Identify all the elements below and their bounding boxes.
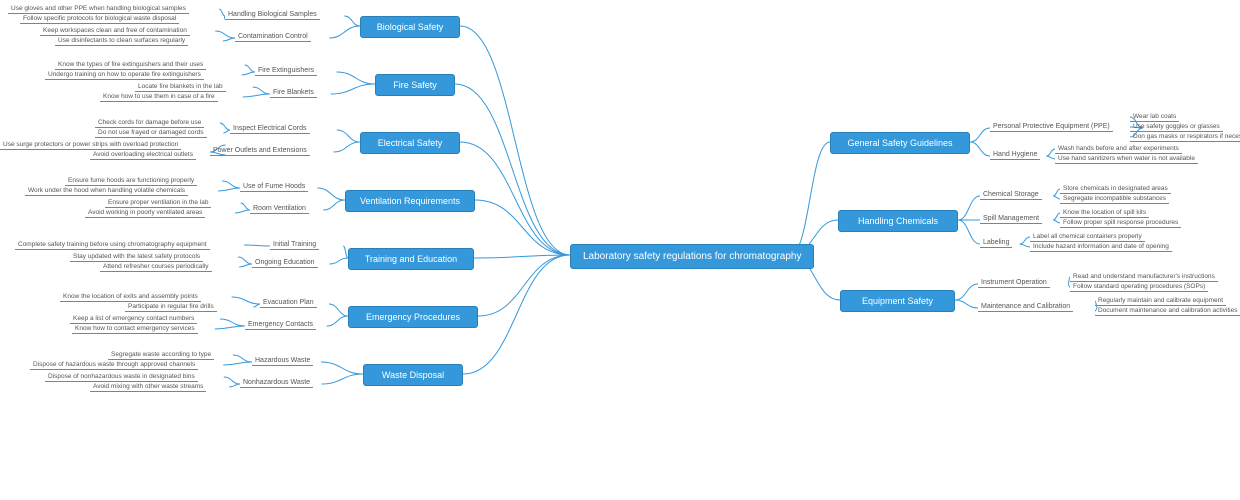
sub-right-1-2: Labeling <box>980 238 1012 248</box>
leaf-right-1-1-0: Know the location of spill kits <box>1060 208 1149 218</box>
main-left-2: Electrical Safety <box>360 132 460 154</box>
main-left-3: Ventilation Requirements <box>345 190 475 212</box>
leaf-right-2-1-1: Document maintenance and calibration act… <box>1095 306 1240 316</box>
sub-left-0-1: Contamination Control <box>235 32 311 42</box>
leaf-left-4-0-0: Complete safety training before using ch… <box>15 240 210 250</box>
leaf-left-4-1-0: Stay updated with the latest safety prot… <box>70 252 203 262</box>
main-left-1: Fire Safety <box>375 74 455 96</box>
main-right-2: Equipment Safety <box>840 290 955 312</box>
leaf-left-4-1-1: Attend refresher courses periodically <box>100 262 212 272</box>
leaf-left-5-1-0: Keep a list of emergency contact numbers <box>70 314 197 324</box>
leaf-left-6-0-1: Dispose of hazardous waste through appro… <box>30 360 198 370</box>
leaf-right-0-0-0: Wear lab coats <box>1130 112 1179 122</box>
sub-right-1-1: Spill Management <box>980 214 1042 224</box>
leaf-right-2-0-1: Follow standard operating procedures (SO… <box>1070 282 1208 292</box>
sub-left-1-0: Fire Extinguishers <box>255 66 317 76</box>
leaf-left-6-1-1: Avoid mixing with other waste streams <box>90 382 206 392</box>
leaf-left-5-1-1: Know how to contact emergency services <box>72 324 198 334</box>
leaf-left-0-0-1: Follow specific protocols for biological… <box>20 14 179 24</box>
sub-right-1-0: Chemical Storage <box>980 190 1042 200</box>
leaf-left-1-0-1: Undergo training on how to operate fire … <box>45 70 204 80</box>
sub-left-2-0: Inspect Electrical Cords <box>230 124 310 134</box>
sub-left-6-1: Nonhazardous Waste <box>240 378 313 388</box>
main-left-6: Waste Disposal <box>363 364 463 386</box>
sub-left-2-1: Power Outlets and Extensions <box>210 146 310 156</box>
leaf-right-0-0-1: Use safety goggles or glasses <box>1130 122 1223 132</box>
main-right-1: Handling Chemicals <box>838 210 958 232</box>
main-right-0: General Safety Guidelines <box>830 132 970 154</box>
sub-left-0-0: Handling Biological Samples <box>225 10 320 20</box>
leaf-right-2-0-0: Read and understand manufacturer's instr… <box>1070 272 1218 282</box>
leaf-left-2-0-0: Check cords for damage before use <box>95 118 204 128</box>
leaf-right-2-1-0: Regularly maintain and calibrate equipme… <box>1095 296 1226 306</box>
leaf-right-1-1-1: Follow proper spill response procedures <box>1060 218 1181 228</box>
sub-left-3-1: Room Ventilation <box>250 204 309 214</box>
leaf-right-0-1-0: Wash hands before and after experiments <box>1055 144 1182 154</box>
leaf-right-1-2-1: Include hazard information and date of o… <box>1030 242 1172 252</box>
leaf-left-0-1-0: Keep workspaces clean and free of contam… <box>40 26 190 36</box>
sub-right-0-1: Hand Hygiene <box>990 150 1040 160</box>
sub-left-5-0: Evacuation Plan <box>260 298 317 308</box>
leaf-left-2-0-1: Do not use frayed or damaged cords <box>95 128 207 138</box>
sub-left-5-1: Emergency Contacts <box>245 320 316 330</box>
leaf-left-3-0-0: Ensure fume hoods are functioning proper… <box>65 176 197 186</box>
main-left-4: Training and Education <box>348 248 474 270</box>
leaf-left-1-0-0: Know the types of fire extinguishers and… <box>55 60 206 70</box>
sub-left-4-1: Ongoing Education <box>252 258 318 268</box>
leaf-left-2-1-1: Avoid overloading electrical outlets <box>90 150 196 160</box>
leaf-left-0-0-0: Use gloves and other PPE when handling b… <box>8 4 189 14</box>
leaf-left-3-0-1: Work under the hood when handling volati… <box>25 186 188 196</box>
main-left-0: Biological Safety <box>360 16 460 38</box>
leaf-left-0-1-1: Use disinfectants to clean surfaces regu… <box>55 36 188 46</box>
sub-left-4-0: Initial Training <box>270 240 319 250</box>
leaf-right-0-0-2: Don gas masks or respirators if necessar… <box>1130 132 1240 142</box>
leaf-left-6-0-0: Segregate waste according to type <box>108 350 214 360</box>
sub-right-2-1: Maintenance and Calibration <box>978 302 1073 312</box>
leaf-right-0-1-1: Use hand sanitizers when water is not av… <box>1055 154 1198 164</box>
leaf-right-1-0-1: Segregate incompatible substances <box>1060 194 1169 204</box>
sub-right-0-0: Personal Protective Equipment (PPE) <box>990 122 1113 132</box>
sub-left-6-0: Hazardous Waste <box>252 356 313 366</box>
main-left-5: Emergency Procedures <box>348 306 478 328</box>
leaf-left-2-1-0: Use surge protectors or power strips wit… <box>0 140 181 150</box>
leaf-left-3-1-0: Ensure proper ventilation in the lab <box>105 198 211 208</box>
sub-left-3-0: Use of Fume Hoods <box>240 182 308 192</box>
root-node: Laboratory safety regulations for chroma… <box>570 244 814 269</box>
sub-left-1-1: Fire Blankets <box>270 88 317 98</box>
leaf-left-6-1-0: Dispose of nonhazardous waste in designa… <box>45 372 198 382</box>
leaf-left-5-0-1: Participate in regular fire drills <box>125 302 217 312</box>
leaf-left-1-1-0: Locate fire blankets in the lab <box>135 82 226 92</box>
leaf-left-3-1-1: Avoid working in poorly ventilated areas <box>85 208 205 218</box>
leaf-right-1-2-0: Label all chemical containers properly <box>1030 232 1145 242</box>
sub-right-2-0: Instrument Operation <box>978 278 1050 288</box>
leaf-left-5-0-0: Know the location of exits and assembly … <box>60 292 201 302</box>
leaf-right-1-0-0: Store chemicals in designated areas <box>1060 184 1171 194</box>
leaf-left-1-1-1: Know how to use them in case of a fire <box>100 92 218 102</box>
